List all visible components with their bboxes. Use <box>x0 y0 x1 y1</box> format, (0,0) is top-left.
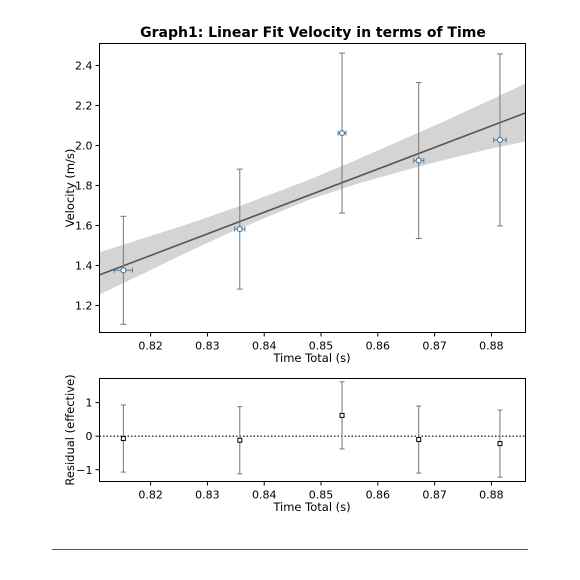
residual-x-tick-label: 0.86 <box>366 489 391 502</box>
confidence-band-layer <box>99 83 526 295</box>
y-tick-label: 1.4 <box>75 260 93 273</box>
x-axis-ticks: 0.82 0.83 0.84 0.85 0.86 0.87 0.88 <box>138 332 504 353</box>
residual-point <box>497 441 503 447</box>
x-tick-label: 0.85 <box>309 340 334 353</box>
data-point <box>120 267 127 274</box>
residual-y-tick-label: 0 <box>86 430 93 443</box>
data-point <box>338 130 346 137</box>
fit-line-layer <box>99 112 526 276</box>
x-tick-label: 0.86 <box>366 340 391 353</box>
residual-points-layer <box>120 412 503 447</box>
x-axis-label: Time Total (s) <box>272 351 350 365</box>
residual-point <box>120 436 126 442</box>
data-point <box>496 136 504 143</box>
residual-x-tick-label: 0.85 <box>309 489 334 502</box>
residual-y-tick-label: −1 <box>76 464 92 477</box>
y-axis-label: Velocity (m/s) <box>63 149 77 228</box>
x-tick-label: 0.88 <box>479 340 504 353</box>
fit-line <box>99 112 526 276</box>
y-tick-label: 1.6 <box>75 220 93 233</box>
data-points-layer <box>120 130 504 274</box>
residual-x-tick-label: 0.84 <box>252 489 277 502</box>
residual-x-axis-ticks: 0.82 0.83 0.84 0.85 0.86 0.87 0.88 <box>138 481 504 502</box>
x-tick-label: 0.82 <box>138 340 163 353</box>
y-axis-ticks: 1.2 1.4 1.6 1.8 2.0 2.2 2.4 <box>75 60 100 313</box>
residual-y-tick-label: 1 <box>86 397 93 410</box>
residual-plot-frame <box>99 378 526 482</box>
y-tick-label: 1.8 <box>75 180 93 193</box>
chart-title: Graph1: Linear Fit Velocity in terms of … <box>140 25 486 41</box>
residual-x-tick-label: 0.82 <box>138 489 163 502</box>
y-tick-label: 1.2 <box>75 300 93 313</box>
residual-error-bar-layer <box>120 381 503 478</box>
residual-x-tick-label: 0.87 <box>422 489 447 502</box>
residual-x-tick-label: 0.88 <box>479 489 504 502</box>
residual-point <box>416 437 422 443</box>
fit-chart: Graph1: Linear Fit Velocity in terms of … <box>63 25 526 365</box>
residual-chart: 0.82 0.83 0.84 0.85 0.86 0.87 0.88 −1 0 1 Time T… <box>63 374 526 514</box>
plot-frame <box>99 43 526 333</box>
residual-x-axis-label: Time Total (s) <box>272 500 350 514</box>
x-tick-label: 0.87 <box>422 340 447 353</box>
residual-point <box>237 437 243 443</box>
y-tick-label: 2.0 <box>75 140 93 153</box>
y-tick-label: 2.2 <box>75 100 93 113</box>
x-tick-label: 0.83 <box>195 340 220 353</box>
y-tick-label: 2.4 <box>75 60 93 73</box>
residual-y-axis-ticks: −1 0 1 <box>76 397 100 477</box>
confidence-band <box>99 83 526 295</box>
residual-point <box>339 412 345 418</box>
residual-x-tick-label: 0.83 <box>195 489 220 502</box>
data-point <box>236 226 243 233</box>
x-tick-label: 0.84 <box>252 340 277 353</box>
residual-y-axis-label: Residual (effective) <box>63 374 77 485</box>
data-point <box>415 157 422 164</box>
